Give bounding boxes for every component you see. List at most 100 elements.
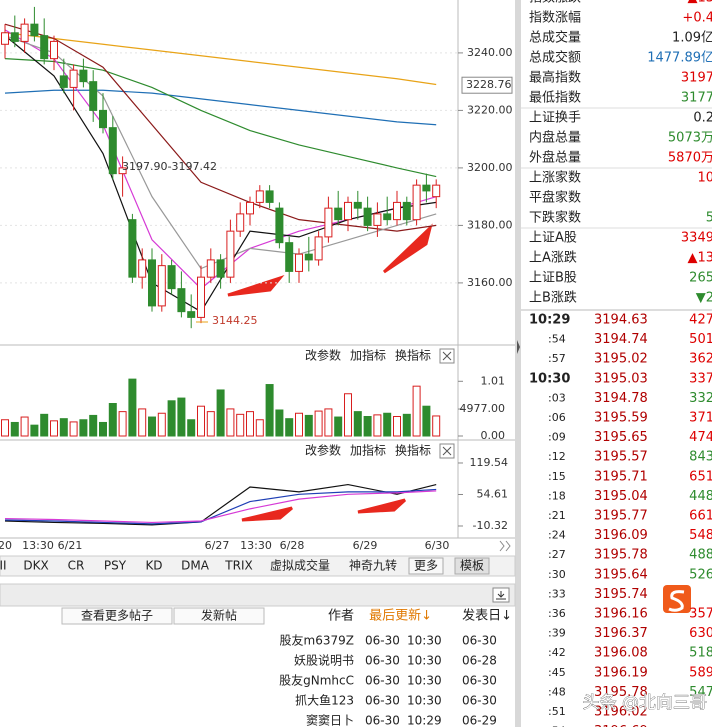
column-header[interactable]: 最后更新↓: [369, 608, 432, 624]
tab[interactable]: 神奇九转: [349, 558, 397, 573]
y-tick-label: 3220.00: [467, 103, 513, 116]
panel-tool[interactable]: 加指标: [350, 348, 386, 363]
forum-cell[interactable]: 窦窦日卜: [306, 714, 354, 727]
tick-time: :06: [548, 411, 566, 424]
candle-body: [157, 265, 166, 307]
ma-line: [4, 35, 437, 270]
volume-bar: [353, 411, 362, 437]
candle-body: [50, 40, 58, 60]
volume-bar: [334, 416, 343, 437]
candle-body: [30, 23, 39, 37]
download-icon: [496, 591, 506, 600]
tab[interactable]: DMA: [181, 559, 210, 573]
y-tick-label: 1.01: [481, 374, 506, 387]
tick-price: 3195.04: [594, 489, 648, 504]
volume-bar: [79, 419, 88, 437]
stat-value: 1477.89亿: [647, 51, 712, 66]
panel-tool[interactable]: 换指标: [395, 443, 431, 458]
forum-button-label[interactable]: 查看更多帖子: [81, 608, 153, 623]
forum-cell[interactable]: 股友gNmhcC: [279, 674, 354, 688]
candle-body: [89, 81, 98, 111]
forum-cell: 06-30: [365, 654, 400, 668]
forum-button-label[interactable]: 发新帖: [201, 608, 237, 623]
volume-bar: [236, 413, 245, 437]
candle-body: [197, 276, 205, 318]
stat-value: ▲13: [687, 0, 712, 6]
y-tick-label: -10.32: [473, 519, 508, 532]
splitter-arrow: [517, 340, 520, 354]
stat-label: 外盘总量: [529, 150, 581, 166]
tab[interactable]: II: [0, 559, 7, 573]
candle-body: [373, 213, 382, 226]
tick-price: 3195.74: [594, 587, 648, 602]
forum-cell[interactable]: 妖股说明书: [294, 653, 354, 668]
splitter[interactable]: [515, 0, 521, 727]
candle-body: [148, 259, 156, 307]
panel-tool[interactable]: 改参数: [305, 348, 341, 363]
forum-cell[interactable]: 股友m6379Z: [280, 634, 354, 648]
volume-bar: [40, 413, 49, 437]
tab[interactable]: 更多: [414, 559, 438, 573]
column-header[interactable]: 作者: [328, 609, 354, 624]
tick-price: 3196.02: [594, 705, 648, 720]
tab-box[interactable]: [454, 557, 490, 575]
candle-body: [412, 184, 421, 221]
tab[interactable]: TRIX: [224, 559, 252, 573]
forum-cell: 06-30: [365, 714, 400, 727]
tick-price: 3196.69: [594, 724, 648, 727]
tab[interactable]: 虚拟成交量: [270, 558, 330, 573]
volume-bar: [128, 378, 137, 437]
y-tick-label: 4977.00: [460, 402, 506, 415]
tick-volume: 337: [689, 371, 712, 386]
tab[interactable]: DKX: [23, 559, 48, 573]
candle-body: [353, 201, 362, 209]
candle-body: [10, 32, 19, 42]
volume-bar: [432, 415, 441, 437]
forum-button[interactable]: [173, 607, 265, 625]
volume-bar: [402, 413, 411, 437]
ma-line: [4, 89, 437, 126]
volume-bar: [226, 408, 235, 437]
forum-cell: 10:30: [407, 634, 442, 648]
candle-body: [314, 236, 323, 261]
x-tick-label: 6/28: [280, 539, 305, 552]
forum-cell: 06-30: [462, 674, 497, 688]
panel-tool[interactable]: 加指标: [350, 443, 386, 458]
stat-value: 265: [689, 271, 712, 286]
tab[interactable]: PSY: [104, 559, 127, 573]
panel-tool[interactable]: 改参数: [305, 443, 341, 458]
forum-cell[interactable]: 抓大鱼123: [295, 694, 354, 708]
volume-bar: [177, 397, 186, 437]
tick-volume: 843: [689, 450, 712, 465]
tab[interactable]: 模板: [460, 559, 484, 573]
y-tick-label: 119.54: [470, 456, 509, 469]
y-tick-label: 3240.00: [467, 46, 513, 59]
tick-time: :12: [548, 450, 566, 463]
stat-label: 内盘总量: [529, 130, 581, 146]
annotation: 3197.90-3197.42: [122, 160, 217, 173]
stat-value: 0.2: [693, 111, 712, 126]
watermark: 头条 @北向三哥: [583, 693, 707, 713]
volume-bar: [59, 418, 68, 437]
tab[interactable]: KD: [145, 559, 162, 573]
tick-price: 3195.77: [594, 509, 648, 524]
scroll-arrow[interactable]: [499, 540, 511, 552]
tick-time: :21: [548, 509, 566, 522]
volume-bar: [108, 403, 117, 437]
volume-bar: [285, 418, 294, 437]
arrow-annotation: [357, 498, 407, 514]
candle-body: [304, 253, 313, 261]
tick-time: :51: [548, 705, 566, 718]
volume-bar: [246, 411, 254, 437]
volume-bar: [275, 409, 284, 437]
volume-bar: [30, 424, 39, 437]
volume-bar: [118, 411, 127, 437]
panel-tool[interactable]: 换指标: [395, 348, 431, 363]
column-header[interactable]: 发表日↓: [462, 608, 512, 624]
tab[interactable]: CR: [68, 559, 85, 573]
forum-button[interactable]: [61, 607, 173, 625]
tab-box[interactable]: [408, 557, 444, 575]
stat-label: 平盘家数: [529, 190, 581, 206]
tick-volume: 501: [689, 332, 712, 347]
tick-price: 3195.03: [594, 371, 648, 386]
